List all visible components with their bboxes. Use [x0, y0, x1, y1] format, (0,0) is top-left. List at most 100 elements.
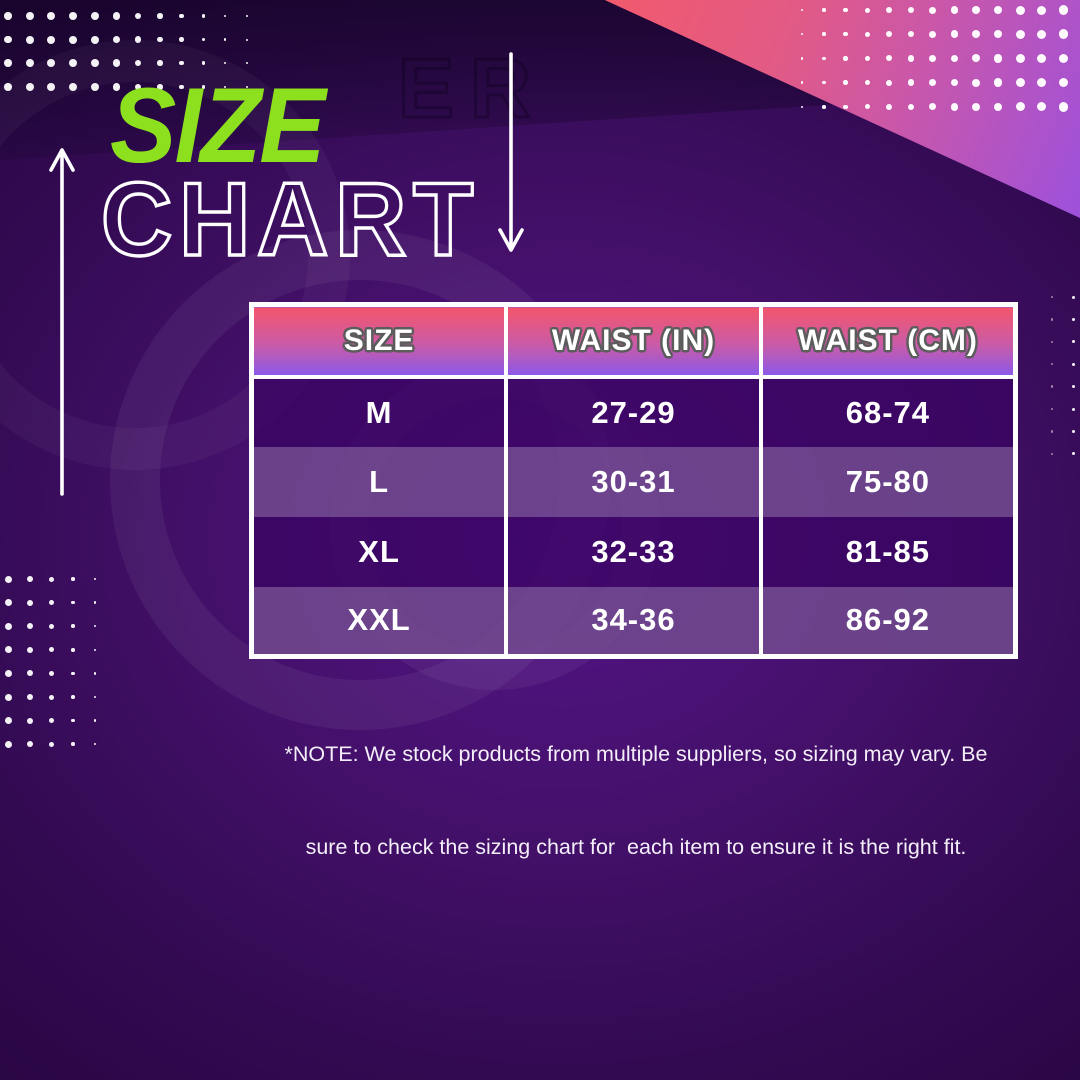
decor-dot	[223, 85, 227, 89]
decor-dot	[800, 32, 804, 36]
decor-dot	[245, 62, 248, 65]
size-cell: XL	[251, 516, 507, 587]
decor-dot	[134, 59, 142, 67]
decor-dot	[134, 83, 142, 91]
decor-dot	[223, 61, 227, 65]
decor-dot	[69, 82, 78, 91]
decor-dot	[112, 35, 121, 44]
decor-dot	[4, 693, 12, 701]
decor-dot	[201, 37, 206, 42]
decor-dot	[907, 103, 915, 111]
decor-dot	[822, 56, 826, 61]
decor-dot	[69, 35, 78, 44]
decor-dot	[93, 719, 97, 722]
decor-dot	[47, 59, 56, 68]
decor-dot	[864, 31, 870, 37]
decor-dot	[223, 14, 227, 18]
decor-dot	[950, 103, 959, 111]
header-waist-in: WAIST (IN)	[504, 304, 761, 379]
decor-dot	[907, 6, 915, 14]
decor-dot	[843, 7, 848, 13]
decor-dot	[1050, 318, 1054, 321]
decor-dot	[843, 104, 848, 110]
decor-dot	[69, 59, 78, 68]
decor-dot	[93, 624, 97, 628]
waist-cm-cell: 86-92	[758, 586, 1016, 657]
decor-dot	[26, 694, 33, 700]
decor-dot	[93, 601, 97, 604]
decor-dot	[26, 599, 33, 606]
decor-dot	[93, 672, 97, 675]
decor-dot	[71, 671, 75, 676]
decor-dot	[90, 35, 99, 44]
decor-dot	[25, 82, 34, 91]
waist-in-cell: 30-31	[504, 446, 761, 517]
decor-dot	[4, 669, 12, 677]
decor-dot	[71, 718, 75, 723]
decor-dot	[179, 60, 184, 66]
decor-dot	[4, 717, 12, 725]
decor-dot	[157, 60, 163, 66]
waist-cm-cell: 75-80	[758, 446, 1016, 517]
decor-dot	[1050, 340, 1054, 344]
decor-dot	[201, 85, 206, 89]
decor-dot	[993, 29, 1003, 39]
decor-dot	[4, 646, 12, 654]
decor-dot	[48, 718, 54, 724]
decor-dot	[929, 103, 937, 111]
decor-dot	[71, 742, 75, 746]
decor-dot	[1037, 53, 1047, 63]
decor-dot	[93, 742, 97, 746]
decor-dot	[157, 84, 163, 90]
decor-dot	[950, 30, 959, 38]
table-row: XL 32-33 81-85	[251, 516, 1016, 587]
decor-dot	[929, 79, 937, 87]
decor-dot	[71, 624, 75, 628]
decor-dot	[950, 78, 959, 87]
decor-dot	[157, 13, 163, 19]
decor-dot	[1015, 5, 1025, 15]
header-size: SIZE	[251, 304, 507, 379]
decor-dot	[864, 7, 870, 13]
decor-dot	[1071, 362, 1075, 366]
decor-dot	[26, 741, 33, 748]
decor-dot	[48, 600, 54, 606]
size-cell: XXL	[251, 586, 507, 657]
decor-dot	[90, 12, 99, 20]
decor-dot	[4, 622, 12, 630]
decor-dot	[929, 30, 937, 38]
decor-dot	[972, 54, 981, 63]
decor-dot	[26, 623, 33, 630]
decor-dot	[179, 37, 184, 42]
decor-dot	[1071, 407, 1075, 411]
decor-dot	[71, 577, 75, 581]
decor-dot	[25, 59, 34, 68]
down-arrow-icon	[498, 52, 524, 252]
decor-dot	[26, 717, 33, 724]
decor-dot	[4, 740, 12, 748]
decor-dot	[864, 104, 870, 110]
decor-dot	[71, 648, 75, 652]
waist-cm-cell: 81-85	[758, 516, 1016, 587]
decor-dot	[1058, 53, 1069, 64]
decor-dot	[1058, 102, 1069, 112]
decor-dot	[25, 12, 34, 20]
decor-dot	[134, 36, 142, 43]
decor-dot	[907, 55, 915, 62]
decor-dot	[993, 78, 1003, 87]
decor-dot	[1050, 362, 1054, 366]
decor-dot	[929, 54, 937, 62]
decor-dot	[843, 80, 848, 85]
decor-dot	[112, 12, 121, 20]
decor-dot	[157, 36, 163, 43]
decor-dot	[822, 105, 826, 109]
decor-dot	[822, 8, 826, 12]
decor-dot	[929, 6, 937, 14]
decor-dot	[48, 670, 54, 676]
decor-dot	[1037, 5, 1047, 15]
decor-dot	[112, 83, 121, 91]
waist-cm-cell: 68-74	[758, 376, 1016, 447]
decor-dot	[1050, 385, 1054, 388]
decor-dot	[886, 31, 893, 38]
decor-dot	[800, 81, 804, 84]
